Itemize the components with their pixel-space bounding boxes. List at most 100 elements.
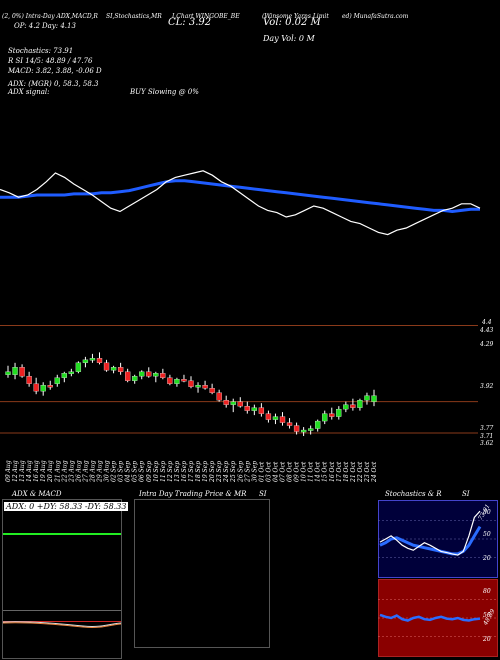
candle-body: [272, 416, 279, 420]
candle-body: [315, 420, 321, 429]
adx-panel-title: ADX & MACD: [12, 490, 62, 498]
macd-chart: [3, 621, 121, 628]
date-label: 19 Aug: [40, 460, 47, 482]
candle-body: [343, 404, 349, 410]
intra-panel: [134, 499, 270, 648]
candle-body: [364, 395, 370, 401]
date-label: 11 Sep: [160, 461, 167, 482]
date-label: 07 Oct: [280, 461, 287, 482]
stoch-d-line: [379, 525, 482, 556]
date-label: 12 Sep: [167, 461, 174, 482]
candle-body: [61, 373, 67, 378]
date-label: 27 Sep: [244, 461, 251, 483]
macd-divider: [3, 610, 121, 611]
date-label: 30 Sep: [251, 461, 258, 482]
date-label: 17 Sep: [188, 461, 195, 482]
price-label-ref: 3.92: [480, 383, 494, 390]
stoch-rsi-chart: [378, 510, 496, 637]
header-adx-signal: ADX signal:: [8, 88, 50, 96]
date-label: 26 Sep: [237, 461, 244, 483]
candle-body: [308, 428, 314, 431]
date-label: 12 Aug: [12, 460, 19, 482]
date-label: 23 Sep: [216, 461, 223, 483]
date-label: 04 Sep: [125, 461, 132, 482]
intra-panel-title2: SI: [259, 490, 267, 498]
candle-body: [230, 401, 236, 405]
candle-body: [237, 401, 243, 407]
date-label: 10 Sep: [153, 461, 160, 482]
date-label: 22 Oct: [357, 461, 364, 483]
candle-body: [223, 400, 229, 405]
date-label: 03 Sep: [118, 461, 125, 482]
header-rsi: R SI 14/5: 48.89 / 47.76: [8, 57, 93, 65]
candle-body: [293, 425, 300, 432]
header-line1-left: (2, 0%) Intra-Day ADX,MACD,R: [2, 13, 98, 20]
date-label: 01 Oct: [258, 461, 265, 482]
trend-lines: [0, 170, 481, 236]
date-label: 29 Aug: [97, 460, 104, 483]
candle-body: [117, 367, 124, 372]
date-label: 16 Sep: [181, 461, 188, 482]
header-dayvol: Day Vol: 0 M: [263, 34, 315, 43]
stoch-panel: 80 50 20 73.91 80 50 20 48.89: [378, 500, 498, 657]
date-label: 21 Oct: [350, 461, 357, 483]
date-label: 24 Sep: [223, 461, 230, 483]
candlesticks: [5, 352, 377, 437]
date-label: 11 Oct: [308, 461, 315, 482]
date-label: 13 Aug: [19, 460, 26, 482]
date-label: 02 Sep: [111, 461, 118, 482]
header-buy-slowing: BUY Slowing @ 0%: [130, 88, 199, 96]
candle-body: [244, 405, 250, 411]
header-line1-mid2: I,Chart WINGOBE_BE: [172, 13, 240, 20]
date-label: 17 Oct: [336, 461, 343, 482]
date-label: 26 Aug: [75, 460, 82, 483]
date-label: 04 Oct: [272, 461, 279, 482]
rsi-label-50: 50: [483, 612, 491, 619]
price-label-mid: 4.29: [480, 341, 494, 348]
candle-body: [202, 385, 208, 389]
date-label: 03 Oct: [265, 461, 272, 482]
candle-body: [33, 383, 39, 392]
candle-body: [350, 404, 356, 408]
candle-body: [19, 367, 25, 377]
stoch-label-20: 20: [483, 555, 491, 562]
date-label: 08 Oct: [287, 461, 294, 482]
date-label: 05 Sep: [132, 461, 139, 482]
date-label: 23 Aug: [68, 460, 75, 483]
candle-body: [153, 373, 159, 377]
price-label-low: 3.77: [480, 425, 494, 432]
adx-green-line: [3, 533, 121, 535]
date-label: 30 Aug: [104, 460, 111, 482]
candle-body: [209, 388, 215, 393]
candle-body: [181, 379, 187, 382]
date-label: 20 Sep: [209, 461, 216, 483]
stoch-label-80: 80: [483, 509, 491, 516]
header-cl: CL: 3.92: [168, 17, 212, 28]
candle-body: [110, 367, 117, 371]
candle-body: [103, 362, 110, 371]
candle-body: [322, 413, 328, 422]
date-label: 20 Aug: [47, 460, 54, 483]
stoch-panel-title: Stochastics & R: [385, 490, 442, 498]
candle-body: [40, 385, 46, 392]
header-stoch: Stochastics: 73.91: [8, 47, 74, 55]
candle-body: [188, 380, 194, 387]
candle-body: [286, 422, 293, 426]
date-label: 14 Aug: [26, 460, 33, 482]
header-op: OP: 4.2: [14, 22, 40, 30]
date-label: 16 Oct: [329, 461, 336, 482]
candle-body: [82, 359, 89, 363]
macd-signal-line: [3, 622, 121, 628]
header-day: Day: 4.13: [42, 22, 76, 30]
candle-body: [89, 358, 96, 361]
date-label: 14 Oct: [315, 461, 322, 482]
date-label: 23 Oct: [364, 461, 371, 483]
rsi-label-80: 80: [483, 588, 491, 595]
adx-panel: ADX: 0 +DY: 58.33 -DY: 58.33: [2, 499, 129, 659]
blue-average-line: [0, 179, 480, 214]
date-label: 16 Aug: [33, 460, 40, 482]
candle-body: [125, 371, 131, 381]
date-label: 13 Sep: [174, 461, 181, 482]
candle-body: [47, 385, 53, 388]
candle-body: [5, 371, 11, 375]
